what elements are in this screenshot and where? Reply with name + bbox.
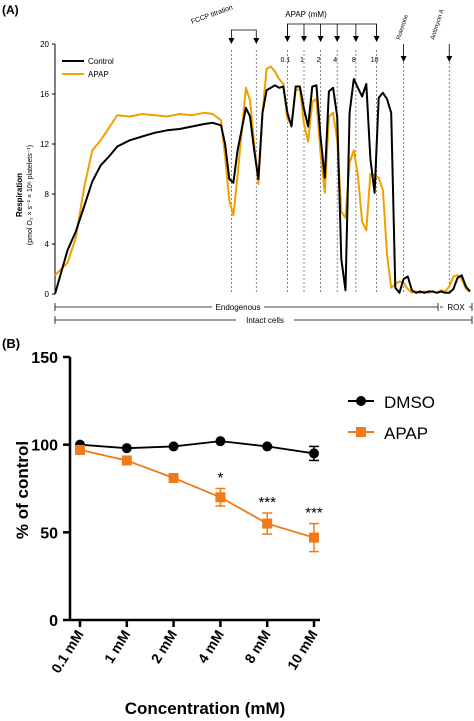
legend-label-apap-b: APAP [384, 424, 428, 443]
apap-mm-label: APAP (mM) [285, 10, 327, 19]
panel-b-xtick-label: 4 mM [194, 627, 227, 666]
legend-label-control: Control [88, 57, 114, 66]
panel-b-ytick-label: 0 [49, 613, 58, 630]
panel-b-xtick-label: 8 mM [241, 627, 274, 666]
panel-a-series [54, 65, 471, 295]
panel-a-ytick-label: 0 [45, 290, 50, 299]
panel-a-ylabel-line2: (pmol O₂ × s⁻¹ × 10⁶ platelets⁻¹) [27, 145, 34, 245]
antimycin-label: Antimycin A [430, 9, 445, 41]
panel-b-legend: DMSO APAP [348, 393, 435, 443]
panel-a-legend: Control APAP [62, 57, 114, 79]
series-line-apap [79, 449, 315, 539]
data-point-apap [262, 518, 273, 529]
panel-b-ytick-label: 50 [40, 525, 58, 542]
panel-b-xtick-label: 2 mM [148, 627, 181, 666]
series-line-dmso [79, 440, 315, 455]
inhibitor-arrow [446, 56, 453, 62]
panel-a-ylabel-line1: Respiration [15, 173, 24, 217]
data-point-dmso [215, 436, 226, 447]
fccp-arrow [228, 38, 235, 44]
panel-b-series: ******* [75, 436, 323, 553]
apap-arrow [317, 36, 324, 42]
panel-b-ylabel: % of control [13, 441, 32, 539]
panel-b-xtick-label: 1 mM [101, 627, 134, 666]
panel-b-xtick-label: 0.1 mM [48, 627, 87, 676]
panel-a-event-markers: 0.1 1 2 4 8 10 [228, 23, 453, 294]
panel-b-xtick-label: 10 mM [284, 627, 321, 672]
intact-cells-bracket: Intact cells [54, 313, 473, 325]
fccp-bracket [230, 29, 257, 40]
panel-a-ytick-label: 20 [40, 40, 49, 49]
legend-label-apap: APAP [88, 70, 109, 79]
panel-a-ytick-label: 12 [40, 140, 49, 149]
data-point-apap [75, 444, 85, 455]
panel-b-axes: 0 50 100 150 0.1 mM 1 mM 2 mM 4 mM 8 mM 10 mM [31, 350, 320, 676]
intact-cells-label: Intact cells [246, 316, 284, 325]
panel-a-ytick-label: 8 [45, 190, 50, 199]
apap-arrow [301, 36, 307, 42]
legend-label-dmso: DMSO [384, 393, 435, 412]
panel-a-ytick-label: 4 [45, 240, 50, 249]
panel-a-axes: 0 4 8 12 16 20 [40, 40, 56, 299]
legend-marker-apap-b [356, 427, 366, 437]
trace-control [54, 78, 471, 295]
rox-bracket: ROX [440, 300, 473, 312]
data-point-dmso [121, 443, 132, 454]
panel-b-xlabel: Concentration (mM) [125, 699, 286, 718]
panel-a-label: (A) [2, 3, 19, 17]
data-point-dmso [309, 448, 319, 459]
apap-conc-label: 0.1 [281, 57, 291, 64]
fccp-arrow [253, 38, 260, 44]
apap-conc-label: 8 [352, 57, 356, 64]
apap-conc-label: 10 [371, 57, 379, 64]
panel-b-ytick-label: 100 [31, 438, 58, 455]
data-point-apap [168, 472, 179, 483]
significance-label: *** [305, 505, 323, 522]
panel-a-ytick-label: 16 [40, 90, 49, 99]
fccp-titration-label: FCCP titration [190, 4, 234, 26]
data-point-apap [309, 532, 319, 543]
data-point-dmso [262, 441, 273, 452]
apap-arrow [373, 36, 380, 42]
apap-arrow [352, 36, 359, 42]
panel-a-ylabel: Respiration (pmol O₂ × s⁻¹ × 10⁶ platele… [15, 145, 34, 245]
significance-label: *** [258, 494, 276, 511]
apap-conc-label: 1 [300, 57, 304, 64]
apap-conc-label: 4 [333, 57, 337, 64]
apap-arrow [334, 36, 341, 42]
trace-apap [54, 65, 471, 294]
endogenous-bracket: Endogenous [54, 300, 439, 312]
apap-arrow [284, 36, 291, 42]
inhibitor-arrow [400, 56, 407, 62]
rox-label: ROX [447, 303, 465, 312]
panel-b-ytick-label: 150 [31, 350, 58, 367]
rotenone-label: Rotenone [396, 13, 410, 40]
data-point-apap [121, 455, 132, 466]
data-point-apap [215, 492, 226, 503]
apap-bracket [287, 23, 378, 37]
data-point-dmso [168, 441, 179, 452]
panel-b-label: (B) [2, 336, 20, 351]
significance-label: * [217, 470, 223, 487]
endogenous-label: Endogenous [216, 303, 261, 312]
apap-conc-label: 2 [317, 57, 321, 64]
legend-marker-dmso [356, 396, 366, 406]
